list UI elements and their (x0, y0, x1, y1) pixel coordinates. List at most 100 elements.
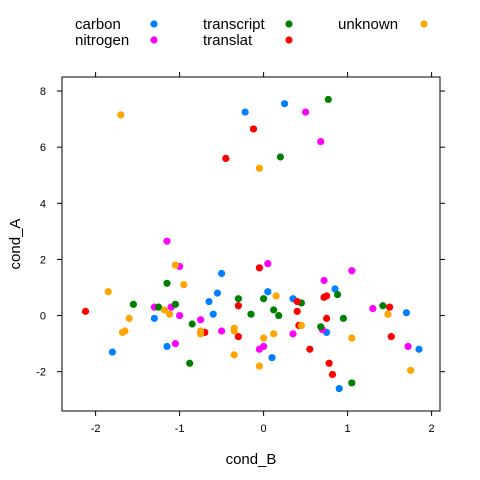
data-point (317, 137, 325, 146)
legend-label: nitrogen (75, 32, 129, 49)
data-point (171, 300, 179, 308)
data-point (297, 321, 305, 329)
data-point (335, 384, 343, 393)
data-points (81, 95, 423, 393)
data-point (222, 154, 230, 162)
legend-item-transcript: transcript (203, 16, 293, 33)
data-point (281, 100, 289, 108)
data-point (129, 300, 137, 308)
data-point (163, 279, 171, 287)
data-point (293, 297, 301, 306)
data-point (218, 269, 226, 278)
data-point (293, 307, 301, 315)
data-point (369, 304, 377, 313)
data-point (317, 323, 325, 331)
data-point (260, 342, 268, 351)
y-axis: -2 0 2 4 6 8 (36, 86, 445, 379)
x-tick-label: 0 (261, 423, 267, 435)
data-point (209, 310, 217, 318)
legend-marker (150, 36, 158, 44)
data-point (323, 292, 331, 300)
y-tick-label: -2 (36, 367, 46, 379)
data-point (407, 366, 415, 374)
data-point (331, 285, 339, 293)
series-carbon (108, 100, 423, 393)
data-point (188, 320, 196, 328)
data-point (81, 307, 90, 315)
data-point (205, 297, 213, 306)
data-point (234, 295, 242, 303)
x-tick-label: 1 (345, 423, 351, 435)
data-point (230, 351, 238, 359)
legend-label: translat (203, 32, 253, 49)
data-point (379, 302, 387, 310)
data-point (323, 314, 331, 322)
y-axis-title: cond_A (7, 219, 24, 270)
data-point (387, 333, 395, 341)
data-point (165, 310, 174, 318)
legend-marker (420, 20, 428, 28)
data-point (171, 340, 179, 348)
data-point (386, 303, 394, 311)
data-point (218, 327, 226, 335)
data-point (264, 260, 272, 268)
data-point (230, 327, 238, 335)
data-point (272, 292, 280, 300)
data-point (270, 306, 278, 314)
legend-item-nitrogen: nitrogen (75, 32, 158, 49)
series-translat (81, 125, 395, 379)
data-point (150, 314, 158, 322)
data-point (155, 303, 163, 311)
legend-item-unknown: unknown (338, 16, 428, 33)
series-unknown (104, 111, 415, 374)
data-point (241, 108, 249, 116)
x-axis: -2 -1 0 1 2 (91, 72, 435, 435)
data-point (117, 111, 125, 119)
data-point (247, 310, 255, 318)
legend-item-translat: translat (203, 32, 293, 49)
data-point (249, 125, 258, 133)
y-tick-label: 0 (40, 311, 46, 323)
data-point (384, 310, 392, 318)
data-point (171, 261, 179, 269)
data-point (306, 345, 314, 353)
data-point (176, 311, 184, 320)
data-point (255, 164, 263, 172)
data-point (163, 342, 171, 351)
data-point (328, 370, 337, 379)
data-point (163, 237, 171, 245)
x-tick-label: -1 (175, 423, 185, 435)
y-tick-label: 2 (40, 254, 46, 266)
x-axis-title: cond_B (226, 451, 277, 468)
data-point (118, 328, 127, 337)
data-point (404, 342, 412, 351)
data-point (197, 330, 205, 338)
legend-marker (285, 36, 293, 44)
legend-marker (150, 20, 158, 28)
y-tick-label: 4 (40, 198, 46, 210)
data-point (180, 281, 188, 289)
plot-frame (61, 76, 441, 412)
data-point (270, 330, 278, 338)
data-point (104, 288, 112, 296)
data-point (348, 334, 356, 342)
data-point (276, 153, 284, 161)
data-point (302, 108, 310, 116)
data-point (125, 314, 133, 322)
data-point (324, 95, 332, 104)
data-point (339, 314, 347, 322)
legend-label: carbon (75, 16, 121, 33)
data-point (213, 289, 221, 297)
data-point (186, 359, 194, 367)
data-point (255, 362, 263, 370)
data-point (402, 309, 410, 317)
x-tick-label: -2 (91, 423, 101, 435)
x-tick-label: 2 (429, 423, 435, 435)
series-transcript (129, 95, 387, 387)
legend-label: transcript (203, 16, 266, 33)
legend-marker (285, 20, 293, 28)
data-point (348, 379, 356, 387)
data-point (333, 290, 342, 299)
data-point (268, 354, 276, 362)
data-point (289, 330, 297, 338)
